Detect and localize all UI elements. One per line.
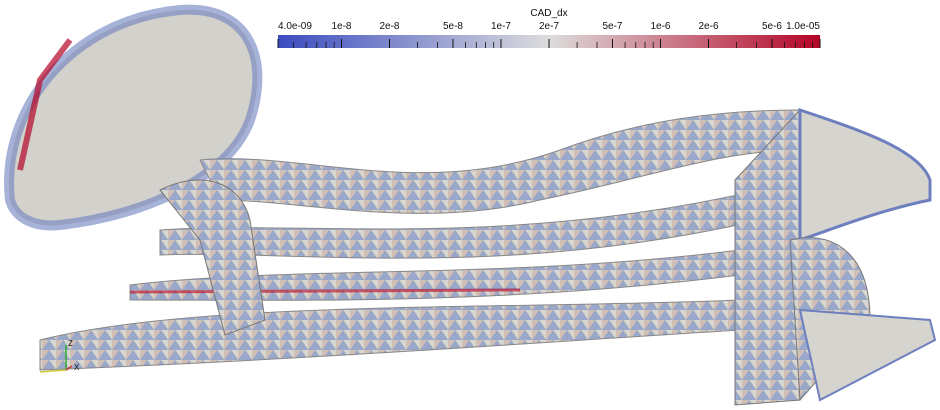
tick-label: 4.0e-09 [278, 21, 312, 32]
axis-label: Z [68, 339, 73, 348]
color-legend: CAD_dx 4.0e-09 1e-8 2e-8 5e-8 1e-7 2e-7 5e-7 1e… [278, 8, 820, 48]
legend-title: CAD_dx [530, 8, 567, 19]
tick-label: 2e-7 [539, 21, 559, 32]
tick-label: 1e-8 [331, 21, 351, 32]
tick-label: 5e-6 [762, 21, 782, 32]
tick-label: 5e-8 [443, 21, 463, 32]
tick-label: 1.0e-05 [786, 21, 820, 32]
geometry [9, 10, 935, 405]
tick-label: 1e-7 [491, 21, 511, 32]
tick-label: 2e-6 [699, 21, 719, 32]
tick-label: 2e-8 [379, 21, 399, 32]
axis-label: X [74, 363, 80, 372]
tick-label: 1e-6 [650, 21, 670, 32]
render-view: Z X CAD_dx 4.0e-09 1e-8 2e-8 5e-8 1e-7 2e-7 5e… [0, 0, 940, 410]
tick-label: 5e-7 [602, 21, 622, 32]
